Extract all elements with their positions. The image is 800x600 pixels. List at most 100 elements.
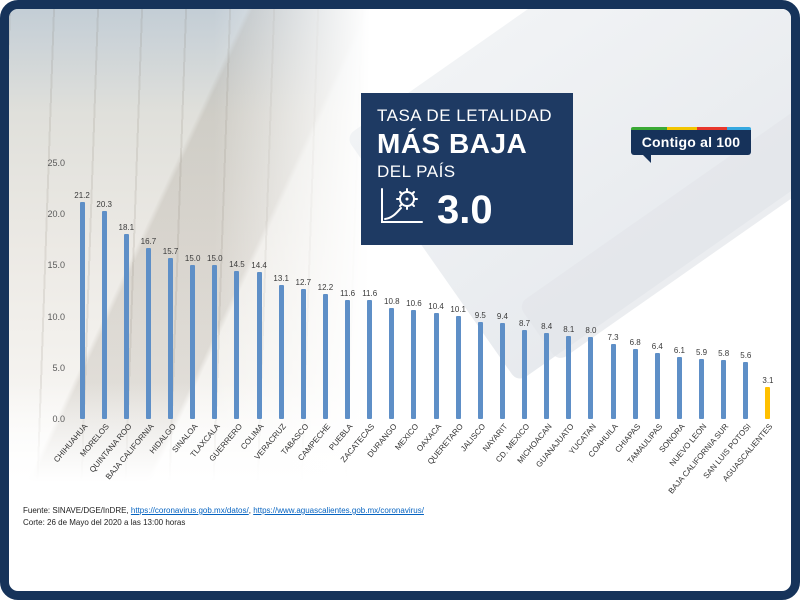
bar-column: 5.8 BAJA CALIFORNIA SUR xyxy=(667,163,735,496)
bar-value-label: 9.5 xyxy=(474,310,486,320)
bar-value-label: 10.1 xyxy=(450,304,466,314)
bar xyxy=(411,310,417,419)
bar-value-label: 7.3 xyxy=(607,333,619,343)
bar-value-label: 6.1 xyxy=(673,345,685,355)
bar xyxy=(190,265,196,419)
bar-column: 8.1 GUANAJUATO xyxy=(534,163,580,469)
bar-value-label: 9.4 xyxy=(496,311,508,321)
y-axis-tick-label: 25.0 xyxy=(47,158,65,168)
headline-line1: TASA DE LETALIDAD xyxy=(377,106,553,125)
bar-value-label: 18.1 xyxy=(118,222,135,232)
bar xyxy=(544,332,550,419)
bar xyxy=(234,270,240,419)
bar-value-label: 11.6 xyxy=(340,289,356,299)
bar xyxy=(168,258,174,419)
source-link-2[interactable]: https://www.aguascalientes.gob.mx/corona… xyxy=(253,506,424,515)
bar-column: 7.3 COAHUILA xyxy=(587,163,624,459)
bar-column: 9.5 JALISCO xyxy=(459,163,491,454)
bar xyxy=(322,294,328,419)
bar-value-label: 5.8 xyxy=(718,348,730,358)
bar xyxy=(566,336,572,419)
bar xyxy=(300,288,306,419)
bar-column: 9.4 NAYARIT xyxy=(481,163,513,454)
bar xyxy=(676,356,682,419)
bar-column: 15.0 SINALOA xyxy=(170,163,204,454)
contigo-al-100-logo: Contigo al 100 xyxy=(631,127,751,163)
bar xyxy=(522,329,528,419)
bar xyxy=(765,387,771,419)
y-axis-tick-label: 0.0 xyxy=(52,414,65,424)
bar-column: 21.2 CHIHUAHUA xyxy=(51,163,93,464)
bar-value-label: 12.7 xyxy=(295,277,312,287)
bar xyxy=(610,344,616,419)
bar-value-label: 10.6 xyxy=(406,299,422,309)
bar xyxy=(632,349,638,419)
bar-value-label: 12.2 xyxy=(317,283,334,293)
bar-column: 11.6 ZACATECAS xyxy=(339,163,381,464)
bar xyxy=(389,308,395,419)
bar-column: 14.5 GUERRERO xyxy=(207,163,248,464)
bar-column: 20.3 MORELOS xyxy=(78,163,115,458)
y-axis-tick-label: 5.0 xyxy=(52,362,65,373)
bar-chart: 25.0 20.0 15.0 10.0 5.0 0.0 21.2 CHIHUAHUA 20.3… xyxy=(47,158,779,496)
bar-column: 14.4 COLIMA xyxy=(239,163,270,452)
bar-column: 13.1 VERACRUZ xyxy=(253,163,292,462)
bar-column: 6.1 SONORA xyxy=(657,163,690,455)
bar-value-label: 6.8 xyxy=(629,338,641,348)
bar-value-label: 15.0 xyxy=(207,254,223,264)
bar-value-label: 10.4 xyxy=(428,301,444,311)
bar-column: 15.7 HIDALGO xyxy=(147,163,182,455)
bar-value-label: 5.6 xyxy=(740,350,752,360)
headline-line3: DEL PAÍS xyxy=(377,162,456,181)
bar-value-label: 10.8 xyxy=(384,297,400,307)
bar xyxy=(367,300,373,419)
bar-value-label: 15.0 xyxy=(184,254,201,264)
bar xyxy=(721,359,727,419)
logo-color-strip xyxy=(631,127,751,130)
bar xyxy=(699,358,705,419)
bar-column: 10.4 OAXACA xyxy=(415,163,447,454)
bar-column: 12.7 TABASCO xyxy=(279,163,314,457)
bar-column: 8.7 CD. MEXICO xyxy=(494,163,536,464)
bar xyxy=(79,201,85,419)
bar-column: 12.2 CAMPECHE xyxy=(296,163,336,462)
source-separator: , xyxy=(248,506,254,515)
bars-container: 21.2 CHIHUAHUA 20.3 MORELOS 18.1 QUINTANA ROO… xyxy=(51,163,779,496)
bar-column: 11.6 PUEBLA xyxy=(327,163,359,452)
bar xyxy=(278,284,284,419)
bar-column: 6.4 TAMAULIPAS xyxy=(625,163,668,465)
y-axis-tick-label: 10.0 xyxy=(47,311,65,322)
bar-column: 16.7 BAJA CALIFORNIA xyxy=(104,163,159,481)
bar xyxy=(256,271,262,419)
bar-value-label: 8.7 xyxy=(519,318,531,328)
bar-column: 8.4 MICHOACAN xyxy=(515,163,558,465)
bar-value-label: 8.1 xyxy=(563,325,575,335)
bar-column: 10.1 QUERETARO xyxy=(426,163,469,467)
bar xyxy=(743,361,749,419)
bar xyxy=(433,312,439,419)
bar-value-label: 15.7 xyxy=(162,247,179,257)
virus-chart-icon xyxy=(377,186,425,233)
bar xyxy=(101,211,107,419)
logo-text: Contigo al 100 xyxy=(631,130,751,155)
cutoff-date-text: Corte: 26 de Mayo del 2020 a las 13:00 h… xyxy=(23,518,186,527)
bar-column: 6.8 CHIAPAS xyxy=(613,163,646,454)
headline-box: TASA DE LETALIDAD MÁS BAJA DEL PAÍS 3.0 xyxy=(361,93,573,245)
source-line: Fuente: SINAVE/DGE/InDRE, https://corona… xyxy=(23,505,424,517)
source-link-1[interactable]: https://coronavirus.gob.mx/datos/ xyxy=(130,506,249,515)
bar-value-label: 8.0 xyxy=(585,326,597,336)
footer: Fuente: SINAVE/DGE/InDRE, https://corona… xyxy=(23,505,424,529)
headline-value: 3.0 xyxy=(437,187,493,232)
bar-value-label: 11.6 xyxy=(362,289,378,299)
headline-line2: MÁS BAJA xyxy=(377,128,528,159)
bar-value-label: 3.1 xyxy=(762,376,774,386)
y-axis-tick-label: 20.0 xyxy=(47,209,65,220)
bar-value-label: 13.1 xyxy=(273,273,289,283)
headline-value-row: 3.0 xyxy=(377,186,557,233)
logo-speech-tail xyxy=(643,155,651,163)
bar-value-label: 8.4 xyxy=(541,321,553,331)
bar-column: 18.1 QUINTANA ROO xyxy=(87,163,137,475)
bar xyxy=(345,300,351,419)
bar xyxy=(654,353,660,419)
